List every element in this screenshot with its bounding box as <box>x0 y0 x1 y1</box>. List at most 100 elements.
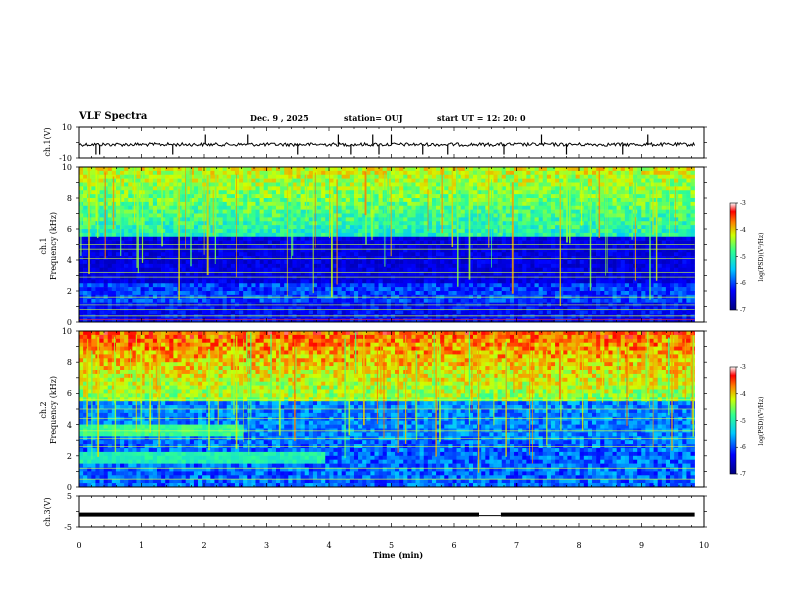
spec-cell <box>107 186 113 191</box>
spec-cell <box>140 279 145 284</box>
spec-cell <box>530 232 535 238</box>
spec-cell <box>353 198 359 203</box>
spec-cell <box>247 213 252 218</box>
spec-cell <box>308 318 314 323</box>
spec-cell <box>378 271 383 276</box>
spec-cell <box>103 287 109 292</box>
spec-cell <box>329 178 334 183</box>
spec-cell <box>333 229 338 234</box>
spec-cell <box>263 205 269 210</box>
spec-cell <box>161 229 166 234</box>
spec-cell <box>427 260 433 265</box>
spec-cell <box>374 236 379 241</box>
spec-cell <box>152 275 158 280</box>
spec-cell <box>325 260 330 265</box>
spec-cell <box>345 287 351 292</box>
spec-cell <box>559 306 564 311</box>
spec-cell <box>473 190 478 195</box>
spec-cell <box>259 217 264 222</box>
spec-cell <box>91 283 96 288</box>
spec-cell <box>542 174 548 179</box>
spec-cell <box>477 213 482 218</box>
spec-cell <box>263 279 269 284</box>
spec-cell <box>210 263 215 269</box>
spec-cell <box>546 263 552 269</box>
spec-cell <box>181 221 186 226</box>
spec-cell <box>485 314 490 319</box>
spec-cell <box>440 240 445 245</box>
spec-cell <box>136 283 141 288</box>
spec-cell <box>460 283 466 288</box>
spec-cell <box>156 306 162 311</box>
spec-cell <box>107 263 113 269</box>
spec-cell <box>251 198 256 203</box>
spec-cell <box>321 190 326 195</box>
spec-cell <box>152 306 158 311</box>
spec-cell <box>497 240 503 245</box>
spec-cell <box>193 194 199 199</box>
spec-cell <box>132 310 137 315</box>
spec-cell <box>107 221 113 226</box>
spec-cell <box>115 310 121 315</box>
spec-cell <box>390 182 396 187</box>
spec-cell <box>514 283 519 288</box>
spec-cell <box>103 263 109 269</box>
spec-cell <box>436 279 441 284</box>
spec-cell <box>284 178 289 183</box>
spec-cell <box>522 221 527 226</box>
spec-cell <box>226 310 232 315</box>
spec-cell <box>99 287 104 292</box>
spec-cell <box>522 232 527 238</box>
spec-cell <box>464 198 470 203</box>
spec-cell <box>267 178 273 183</box>
spec-cell <box>362 190 367 195</box>
spec-cell <box>144 252 150 257</box>
spec-cell <box>427 190 433 195</box>
spec-cell <box>395 174 400 179</box>
spec-cell <box>124 291 129 296</box>
spec-cell <box>473 279 478 284</box>
spec-cell <box>189 260 195 265</box>
spec-cell <box>107 283 113 288</box>
spec-cell <box>132 314 137 319</box>
spec-cell <box>353 174 359 179</box>
plot-title: VLF Spectra <box>79 111 148 122</box>
spec-cell <box>321 221 326 226</box>
spec-cell <box>522 287 527 292</box>
spec-cell <box>542 244 548 249</box>
spec-cell <box>222 318 228 323</box>
spec-cell <box>152 170 158 176</box>
spec-cell <box>222 240 228 245</box>
spec-cell <box>181 267 186 272</box>
spec-cell <box>563 229 568 234</box>
spec-cell <box>325 318 330 323</box>
spec-cell <box>378 213 383 218</box>
spec-cell <box>411 232 416 238</box>
spec-cell <box>255 287 260 292</box>
spec-cell <box>99 170 104 176</box>
spec-cell <box>169 186 174 191</box>
spec-cell <box>546 178 552 183</box>
spec-cell <box>489 170 494 176</box>
spec-cell <box>193 271 199 276</box>
spec-cell <box>505 236 511 241</box>
spec-cell <box>267 221 273 226</box>
spec-cell <box>403 190 408 195</box>
spec-cell <box>481 310 486 315</box>
spec-cell <box>325 283 330 288</box>
spec-cell <box>419 213 425 218</box>
spec-cell <box>255 213 260 218</box>
spec-cell <box>382 291 388 296</box>
spec-cell <box>353 240 359 245</box>
spec-cell <box>169 209 174 214</box>
spec-cell <box>156 248 162 253</box>
spec-cell <box>427 279 433 284</box>
spec-cell <box>234 318 240 323</box>
spec-cell <box>477 174 482 179</box>
spec-cell <box>444 279 449 284</box>
spec-cell <box>497 267 503 272</box>
spec-cell <box>222 252 228 257</box>
spec-cell <box>522 205 527 210</box>
spec-cell <box>304 279 310 284</box>
spec-cell <box>366 287 371 292</box>
